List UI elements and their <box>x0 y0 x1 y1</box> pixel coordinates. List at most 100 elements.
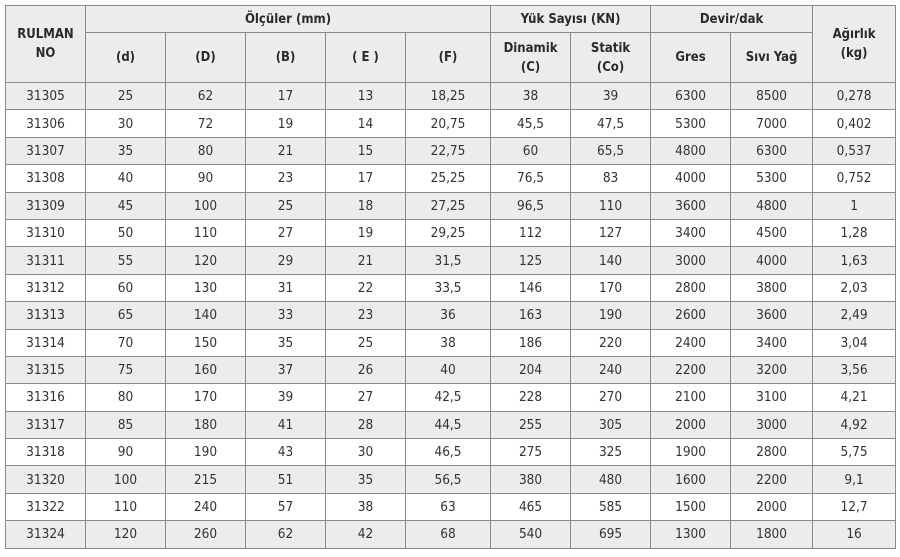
table-row: 31308 40 90 23 17 25,25 76,5 83 4000 5300 0,752 <box>5 164 897 193</box>
table-cell: 480 <box>570 465 652 494</box>
table-cell: 2000 <box>730 492 814 522</box>
table-cell: 3000 <box>730 410 814 440</box>
table-cell: 31,5 <box>404 246 492 275</box>
table-cell: 31314 <box>5 328 86 357</box>
table-cell: 39 <box>570 81 652 111</box>
header-statik-label: Statik <box>590 40 631 56</box>
table-cell: 6300 <box>650 81 732 111</box>
table-cell: 110 <box>85 492 166 522</box>
table-cell: 0,537 <box>812 136 897 166</box>
table-cell: 25 <box>85 81 166 111</box>
table-cell: 5300 <box>730 164 814 193</box>
header-agirlik-label: Ağırlık <box>832 27 876 42</box>
table-cell: 31305 <box>5 81 86 111</box>
table-cell: 125 <box>490 246 572 275</box>
header-sivi-yag: Sıvı Yağ <box>730 32 814 83</box>
table-row: 31318 90 190 43 30 46,5 275 325 1900 2800 5,75 <box>5 438 897 467</box>
table-cell: 3,04 <box>812 328 897 357</box>
table-cell: 127 <box>570 218 652 248</box>
table-cell: 63 <box>404 492 492 522</box>
table-cell: 96,5 <box>490 191 572 220</box>
table-cell: 55 <box>85 246 166 275</box>
table-cell: 204 <box>490 355 572 385</box>
table-cell: 15 <box>325 136 406 166</box>
table-cell: 6300 <box>730 136 814 166</box>
table-row: 31316 80 170 39 27 42,5 228 270 2100 3100 4,21 <box>5 383 897 412</box>
header-B: (B) <box>245 32 326 83</box>
table-cell: 130 <box>165 273 246 303</box>
table-cell: 38 <box>490 81 572 111</box>
table-cell: 3800 <box>730 273 814 303</box>
table-cell: 305 <box>570 410 652 440</box>
table-cell: 47,5 <box>570 109 652 138</box>
table-row: 31309 45 100 25 18 27,25 96,5 110 3600 4800 1 <box>5 191 897 220</box>
table-cell: 35 <box>245 328 326 357</box>
table-cell: 2,03 <box>812 273 897 303</box>
table-cell: 68 <box>404 520 492 549</box>
table-cell: 215 <box>165 465 246 494</box>
table-cell: 240 <box>165 492 246 522</box>
table-cell: 37 <box>245 355 326 385</box>
table-cell: 4,21 <box>812 383 897 412</box>
table-cell: 19 <box>325 218 406 248</box>
table-cell: 270 <box>570 383 652 412</box>
table-cell: 1300 <box>650 520 732 549</box>
table-cell: 38 <box>404 328 492 357</box>
table-cell: 43 <box>245 438 326 467</box>
header-statik: Statik (Co) <box>570 32 652 83</box>
table-cell: 31320 <box>5 465 86 494</box>
table-row: 31324 120 260 62 42 68 540 695 1300 1800 16 <box>5 520 897 549</box>
table-cell: 112 <box>490 218 572 248</box>
table-cell: 42,5 <box>404 383 492 412</box>
table-cell: 3000 <box>650 246 732 275</box>
table-cell: 2000 <box>650 410 732 440</box>
table-cell: 186 <box>490 328 572 357</box>
table-cell: 8500 <box>730 81 814 111</box>
table-cell: 3600 <box>650 191 732 220</box>
table-row: 31320 100 215 51 35 56,5 380 480 1600 2200 9,1 <box>5 465 897 494</box>
table-row: 31307 35 80 21 15 22,75 60 65,5 4800 6300 0,537 <box>5 136 897 166</box>
table-cell: 25,25 <box>404 164 492 193</box>
table-cell: 2600 <box>650 301 732 330</box>
table-cell: 1900 <box>650 438 732 467</box>
table-cell: 85 <box>85 410 166 440</box>
table-cell: 0,278 <box>812 81 897 111</box>
table-cell: 26 <box>325 355 406 385</box>
table-cell: 90 <box>165 164 246 193</box>
table-cell: 42 <box>325 520 406 549</box>
table-cell: 325 <box>570 438 652 467</box>
table-cell: 190 <box>570 301 652 330</box>
table-cell: 5300 <box>650 109 732 138</box>
table-cell: 62 <box>245 520 326 549</box>
header-agirlik: Ağırlık (kg) <box>812 5 897 83</box>
table-cell: 60 <box>490 136 572 166</box>
table-cell: 228 <box>490 383 572 412</box>
table-cell: 255 <box>490 410 572 440</box>
table-cell: 1600 <box>650 465 732 494</box>
table-cell: 31311 <box>5 246 86 275</box>
table-cell: 5,75 <box>812 438 897 467</box>
table-cell: 13 <box>325 81 406 111</box>
table-cell: 75 <box>85 355 166 385</box>
table-row: 31315 75 160 37 26 40 204 240 2200 3200 3,56 <box>5 355 897 385</box>
table-cell: 2400 <box>650 328 732 357</box>
table-cell: 3400 <box>730 328 814 357</box>
table-cell: 70 <box>85 328 166 357</box>
table-cell: 41 <box>245 410 326 440</box>
header-rulman-no: RULMAN NO <box>5 5 86 83</box>
table-cell: 40 <box>404 355 492 385</box>
table-cell: 3100 <box>730 383 814 412</box>
table-cell: 25 <box>325 328 406 357</box>
table-cell: 110 <box>165 218 246 248</box>
header-E: ( E ) <box>325 32 406 83</box>
table-cell: 76,5 <box>490 164 572 193</box>
table-cell: 2,49 <box>812 301 897 330</box>
table-cell: 150 <box>165 328 246 357</box>
table-cell: 46,5 <box>404 438 492 467</box>
table-cell: 4500 <box>730 218 814 248</box>
table-cell: 28 <box>325 410 406 440</box>
table-cell: 17 <box>245 81 326 111</box>
table-cell: 31310 <box>5 218 86 248</box>
table-cell: 170 <box>570 273 652 303</box>
table-cell: 44,5 <box>404 410 492 440</box>
